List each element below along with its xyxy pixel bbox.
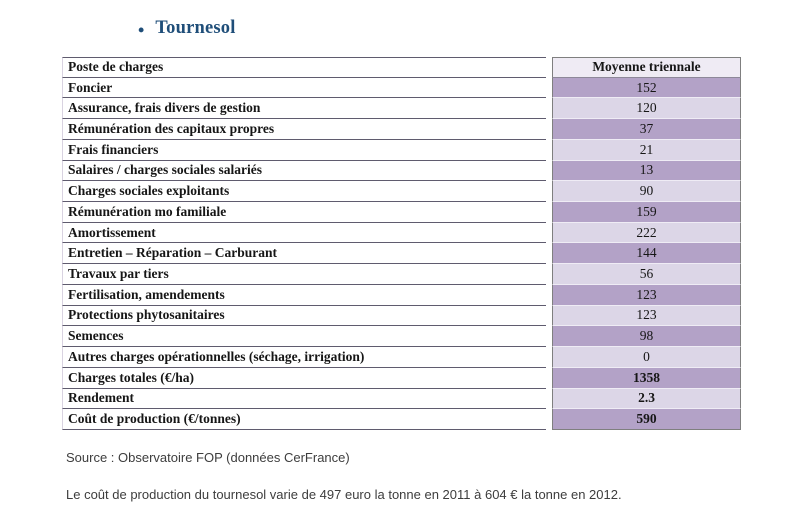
row-label: Autres charges opérationnelles (séchage,… <box>62 347 546 368</box>
row-label: Foncier <box>62 77 546 99</box>
column-header-moyenne: Moyenne triennale <box>552 57 741 78</box>
charges-table: Poste de charges Moyenne triennale Fonci… <box>62 57 741 430</box>
table-row: Fertilisation, amendements 123 <box>62 284 741 306</box>
table-row: Rémunération des capitaux propres 37 <box>62 119 741 140</box>
row-label: Frais financiers <box>62 139 546 161</box>
table-body: Foncier 152 Assurance, frais divers de ges… <box>62 77 741 430</box>
table-row: Autres charges opérationnelles (séchage,… <box>62 347 741 368</box>
row-value: 152 <box>552 77 741 99</box>
row-label: Rendement <box>62 388 546 410</box>
row-label: Amortissement <box>62 222 546 244</box>
table-row: Charges sociales exploitants 90 <box>62 181 741 203</box>
row-value: 13 <box>552 160 741 182</box>
row-value: 37 <box>552 119 741 140</box>
row-value: 90 <box>552 181 741 203</box>
table-row: Rémunération mo familiale 159 <box>62 202 741 223</box>
table-row: Coût de production (€/tonnes) 590 <box>62 409 741 430</box>
row-label: Charges totales (€/ha) <box>62 367 546 389</box>
row-label: Semences <box>62 326 546 348</box>
table-row: Amortissement 222 <box>62 222 741 244</box>
table-row: Charges totales (€/ha) 1358 <box>62 367 741 389</box>
row-label: Assurance, frais divers de gestion <box>62 98 546 120</box>
row-value: 590 <box>552 409 741 430</box>
row-value: 144 <box>552 243 741 265</box>
table-row: Entretien – Réparation – Carburant 144 <box>62 243 741 265</box>
row-value: 56 <box>552 264 741 285</box>
row-label: Rémunération mo familiale <box>62 202 546 223</box>
row-value: 123 <box>552 284 741 306</box>
row-label: Coût de production (€/tonnes) <box>62 409 546 430</box>
table-row: Protections phytosanitaires 123 <box>62 305 741 327</box>
row-value: 98 <box>552 326 741 348</box>
table-row: Frais financiers 21 <box>62 139 741 161</box>
bullet-icon: • <box>138 19 145 40</box>
row-label: Fertilisation, amendements <box>62 284 546 306</box>
row-label: Entretien – Réparation – Carburant <box>62 243 546 265</box>
column-header-poste: Poste de charges <box>62 57 546 78</box>
row-label: Travaux par tiers <box>62 264 546 285</box>
table-row: Salaires / charges sociales salariés 13 <box>62 160 741 182</box>
source-text: Source : Observatoire FOP (données CerFr… <box>66 450 350 465</box>
note-text: Le coût de production du tournesol varie… <box>66 487 622 502</box>
row-value: 1358 <box>552 367 741 389</box>
page-title: Tournesol <box>155 18 236 38</box>
row-value: 123 <box>552 305 741 327</box>
row-value: 0 <box>552 347 741 368</box>
row-label: Charges sociales exploitants <box>62 181 546 203</box>
row-label: Rémunération des capitaux propres <box>62 119 546 140</box>
row-value: 222 <box>552 222 741 244</box>
table-row: Semences 98 <box>62 326 741 348</box>
table-row: Foncier 152 <box>62 77 741 99</box>
section-title-row: • Tournesol <box>138 18 236 39</box>
row-value: 120 <box>552 98 741 120</box>
table-row: Travaux par tiers 56 <box>62 264 741 285</box>
table-header-row: Poste de charges Moyenne triennale <box>62 57 741 78</box>
table-row: Assurance, frais divers de gestion 120 <box>62 98 741 120</box>
table-row: Rendement 2.3 <box>62 388 741 410</box>
row-value: 159 <box>552 202 741 223</box>
row-label: Protections phytosanitaires <box>62 305 546 327</box>
row-label: Salaires / charges sociales salariés <box>62 160 546 182</box>
row-value: 2.3 <box>552 388 741 410</box>
row-value: 21 <box>552 139 741 161</box>
